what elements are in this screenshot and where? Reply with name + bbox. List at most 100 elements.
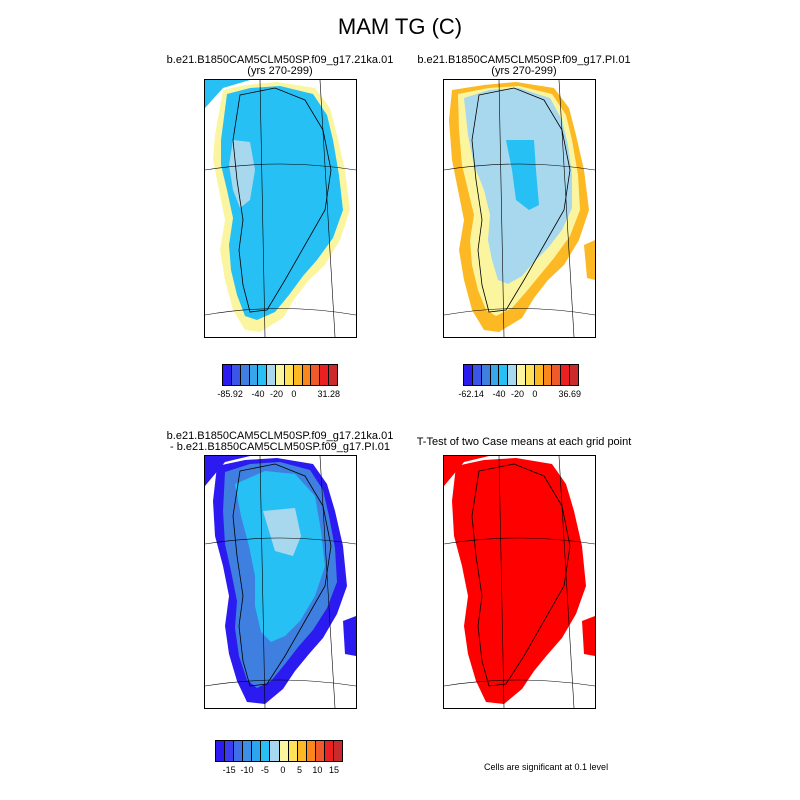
colorbar-swatch [329,365,337,385]
colorbar-swatch [243,741,253,761]
colorbar-swatch [490,365,500,385]
east-land [584,240,595,280]
significant-region [452,458,586,704]
colorbar-2-label: 0 [532,389,538,399]
greenland-map-2 [443,79,596,338]
colorbar-swatch [288,741,298,761]
graticule-lines [443,455,596,709]
greenland-map-3 [204,455,357,709]
colorbar-3: -15 -10 -5 0 5 10 15 [215,740,343,777]
colorbar-3-label: 0 [280,765,286,775]
map-panel-3 [204,455,357,709]
ice-sheet-core [506,140,539,210]
graticule-lines [204,79,357,338]
figure-title: MAM TG (C) [337,14,463,39]
colorbar-3-labels: -15 -10 -5 0 5 10 15 [215,765,343,777]
colorbar-swatch [334,741,343,761]
greenland-map-4 [443,455,596,709]
panel-4-title: T-Test of two Case means at each grid po… [394,437,654,448]
panel-2-title-line2: (yrs 270-299) [491,65,557,77]
colorbar-3-label: -15 [222,765,236,775]
significant-region [444,456,489,486]
map-panel-2 [443,79,596,338]
ice-sheet-interior [221,86,343,320]
colorbar-2-labels: -62.14 -40 -20 0 36.69 [458,389,581,401]
colorbar-swatch [302,365,312,385]
significance-note: Cells are significant at 0.1 level [484,762,609,772]
west-coast-band [229,140,255,208]
colorbar-swatch [270,741,280,761]
panel-2-title-line1: b.e21.B1850CAM5CLM50SP.f09_g17.PI.01 [417,54,631,66]
colorbar-swatch [464,365,473,385]
ellesmere-region [205,80,250,108]
graticule-lines [204,455,357,709]
colorbar-swatch [252,741,262,761]
coastline [232,463,332,687]
colorbar-swatch [284,365,294,385]
colorbar-2-label: -20 [511,389,525,399]
colorbar-swatch [216,741,226,761]
colorbar-2: -62.14 -40 -20 0 36.69 [458,364,581,401]
panel-1-title-line2: (yrs 270-299) [247,65,313,77]
colorbar-1-labels: -85.92 -40 -20 0 31.28 [217,389,340,401]
colorbar-swatch [261,741,271,761]
panel-1-title: b.e21.B1850CAM5CLM50SP.f09_g17.21ka.01 (… [150,55,410,77]
ellesmere-region [205,456,250,486]
colorbar-swatch [499,365,509,385]
colorbar-3-label: 5 [296,765,302,775]
colorbar-1-swatches [222,364,338,386]
colorbar-swatch [570,365,578,385]
colorbar-swatch [552,365,562,385]
colorbar-3-label: 15 [329,765,340,775]
panel-1-title-line1: b.e21.B1850CAM5CLM50SP.f09_g17.21ka.01 [166,54,394,66]
panel-2-title: b.e21.B1850CAM5CLM50SP.f09_g17.PI.01 (yr… [394,55,654,77]
colorbar-3-swatches [215,740,343,762]
colorbar-2-swatches [463,364,579,386]
colorbar-swatch [306,741,316,761]
panel-3-title-line1: b.e21.B1850CAM5CLM50SP.f09_g17.21ka.01 [166,430,394,442]
panel-3-title-line2: - b.e21.B1850CAM5CLM50SP.f09_g17.PI.01 [170,441,390,453]
colorbar-swatch [481,365,491,385]
map-panel-4 [443,455,596,709]
colorbar-swatch [279,741,289,761]
colorbar-swatch [320,365,330,385]
colorbar-1-label: -85.92 [217,389,243,399]
colorbar-1: -85.92 -40 -20 0 31.28 [217,364,340,401]
colorbar-swatch [311,365,321,385]
colorbar-swatch [231,365,241,385]
colorbar-swatch [223,365,232,385]
colorbar-swatch [225,741,235,761]
panel-4-title-line1: T-Test of two Case means at each grid po… [416,436,632,448]
colorbar-swatch [234,741,244,761]
coastline [471,463,571,687]
colorbar-swatch [249,365,259,385]
colorbar-swatch [324,741,335,761]
colorbar-swatch [240,365,250,385]
graticule-lines [443,79,596,338]
colorbar-1-label: 0 [291,389,297,399]
colorbar-swatch [315,741,325,761]
ice-sheet-core [263,508,301,556]
colorbar-swatch [525,365,535,385]
east-land [343,616,356,656]
colorbar-3-label: -5 [260,765,269,775]
colorbar-swatch [517,365,526,385]
colorbar-1-label: -40 [251,389,265,399]
colorbar-2-label: 36.69 [558,389,581,399]
colorbar-swatch [293,365,303,385]
colorbar-swatch [258,365,268,385]
colorbar-2-label: -40 [492,389,506,399]
significant-region [582,616,595,656]
colorbar-swatch [276,365,285,385]
colorbar-3-label: 10 [312,765,323,775]
colorbar-swatch [297,741,307,761]
ice-sheet-interior [235,471,325,642]
coastline [471,87,571,313]
colorbar-swatch [561,365,571,385]
colorbar-swatch [534,365,544,385]
colorbar-swatch [508,365,518,385]
greenland-map-1 [204,79,357,338]
colorbar-1-label: 31.28 [317,389,340,399]
colorbar-swatch [267,365,277,385]
colorbar-1-label: -20 [270,389,284,399]
